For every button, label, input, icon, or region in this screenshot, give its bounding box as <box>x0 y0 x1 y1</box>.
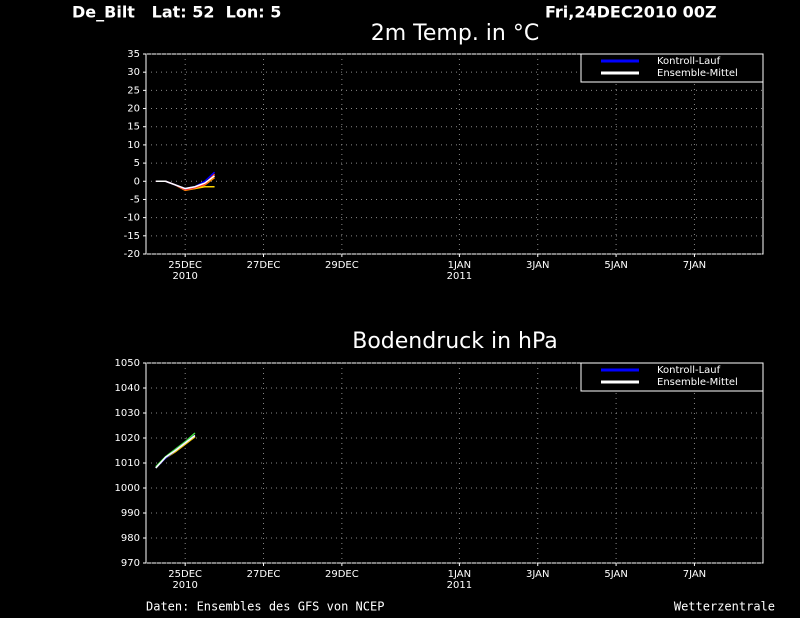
y-tick-label: 35 <box>127 49 140 60</box>
x-tick-label: 29DEC <box>325 569 359 580</box>
series-line <box>155 175 216 190</box>
chart-title: Bodendruck in hPa <box>352 329 558 354</box>
y-tick-label: 1000 <box>115 483 140 494</box>
y-tick-label: 30 <box>127 67 140 78</box>
y-tick-label: 5 <box>134 158 140 169</box>
y-tick-label: -10 <box>124 213 140 224</box>
series-line <box>155 434 196 469</box>
x-tick-label: 5JAN <box>604 569 627 580</box>
y-tick-label: 970 <box>121 558 140 569</box>
x-tick-label: 1JAN <box>448 569 471 580</box>
y-tick-label: -15 <box>124 231 140 242</box>
x-tick-label: 3JAN <box>526 569 549 580</box>
y-tick-label: 1030 <box>115 408 140 419</box>
x-tick-label: 7JAN <box>683 260 706 271</box>
x-tick-label: 3JAN <box>526 260 549 271</box>
y-tick-label: 15 <box>127 122 140 133</box>
brand: Wetterzentrale <box>674 600 775 614</box>
chart-title: 2m Temp. in °C <box>371 21 539 46</box>
legend-label: Ensemble-Mittel <box>657 68 738 79</box>
legend-label: Ensemble-Mittel <box>657 377 738 388</box>
y-tick-label: 10 <box>127 140 140 151</box>
x-year-label: 2010 <box>172 271 197 282</box>
y-tick-label: 990 <box>121 508 140 519</box>
y-tick-label: 1020 <box>115 433 140 444</box>
run-date: Fri,24DEC2010 00Z <box>545 3 717 22</box>
y-tick-label: 20 <box>127 104 140 115</box>
x-tick-label: 1JAN <box>448 260 471 271</box>
y-tick-label: 0 <box>134 176 140 187</box>
y-tick-label: 980 <box>121 533 140 544</box>
x-tick-label: 27DEC <box>247 569 281 580</box>
x-year-label: 2011 <box>447 580 472 591</box>
station-label: De_Bilt Lat: 52 Lon: 5 <box>72 3 281 22</box>
x-year-label: 2010 <box>172 580 197 591</box>
y-tick-label: -5 <box>130 194 140 205</box>
legend-box <box>580 53 764 83</box>
source-note: Daten: Ensembles des GFS von NCEP <box>146 600 384 614</box>
plot-frame <box>145 53 764 255</box>
x-tick-label: 27DEC <box>247 260 281 271</box>
y-tick-label: 1050 <box>115 358 140 369</box>
legend-box <box>580 362 764 392</box>
x-tick-label: 29DEC <box>325 260 359 271</box>
x-tick-label: 5JAN <box>604 260 627 271</box>
x-tick-label: 7JAN <box>683 569 706 580</box>
x-tick-label: 25DEC <box>168 260 202 271</box>
x-year-label: 2011 <box>447 271 472 282</box>
plot-frame <box>145 362 764 564</box>
legend-label: Kontroll-Lauf <box>657 365 721 376</box>
y-tick-label: 1010 <box>115 458 140 469</box>
legend-label: Kontroll-Lauf <box>657 56 721 67</box>
y-tick-label: -20 <box>124 249 140 260</box>
y-tick-label: 1040 <box>115 383 140 394</box>
y-tick-label: 25 <box>127 85 140 96</box>
x-tick-label: 25DEC <box>168 569 202 580</box>
